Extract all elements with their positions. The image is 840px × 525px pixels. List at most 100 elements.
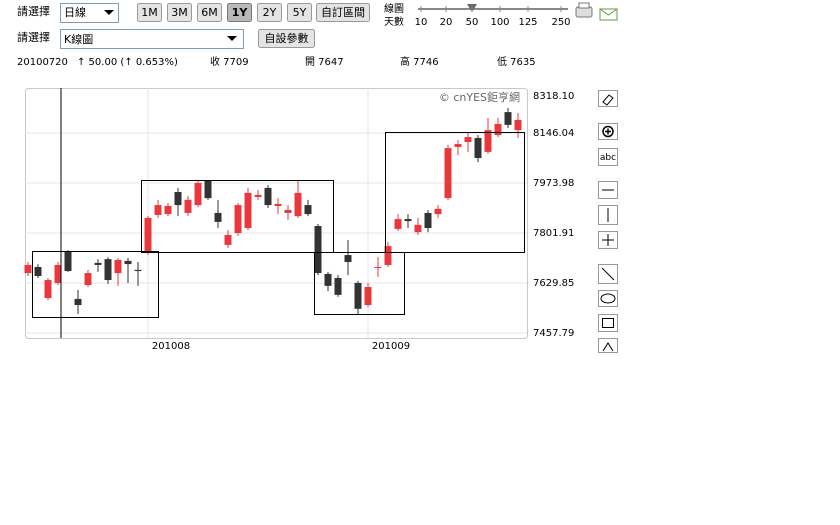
slider-label: 天數 [384, 15, 404, 28]
candle-body [284, 210, 292, 213]
button[interactable] [316, 3, 370, 22]
cross-tool[interactable] [598, 231, 618, 249]
watermark: © cnYES鉅亨網 [439, 90, 520, 104]
slider-ticks: 10 20 50 100 125 250 [415, 6, 571, 28]
range-button[interactable]: 3M [167, 3, 192, 22]
y-tick-label: 7457.79 [533, 328, 574, 339]
y-tick-label: 7629.85 [533, 278, 574, 289]
chart [24, 88, 527, 338]
rect-tool[interactable] [598, 314, 618, 332]
select-arrow [104, 10, 114, 15]
chart-type-select[interactable]: K線圖 [60, 29, 244, 49]
button[interactable] [227, 3, 252, 22]
candle-body [54, 264, 62, 283]
candle-body [394, 219, 402, 229]
candle-body [134, 269, 142, 272]
candle-body [44, 280, 52, 299]
slider-tick-label: 100 [490, 17, 509, 28]
candle-body [304, 205, 312, 215]
candle-body [374, 266, 382, 268]
candle-body [154, 205, 162, 215]
candle-body [294, 192, 302, 217]
button[interactable] [197, 3, 222, 22]
select-value: K線圖 [64, 32, 93, 46]
drawn-boxes [32, 132, 525, 318]
eraser-tool[interactable] [598, 90, 618, 107]
candle-body [264, 187, 272, 206]
candle-body [84, 273, 92, 285]
range-button[interactable]: 1Y [227, 3, 252, 22]
button[interactable] [287, 3, 312, 22]
candle-body [464, 137, 472, 143]
text-tool[interactable]: abc [598, 148, 618, 166]
period-select[interactable]: 日線 [60, 3, 119, 23]
candle-body [404, 219, 412, 222]
drawn-box [314, 252, 405, 315]
candle-body [314, 226, 322, 274]
range-button[interactable]: 5Y [287, 3, 312, 22]
days-slider[interactable] [418, 4, 568, 12]
candle-body [184, 199, 192, 213]
triangle-tool[interactable] [598, 338, 618, 353]
hline-tool[interactable] [598, 181, 618, 199]
button-text: 1M [141, 6, 158, 19]
candle-body [454, 144, 462, 147]
candle-body [64, 250, 72, 272]
candle-body [34, 266, 42, 276]
slider-tick-label: 50 [466, 17, 479, 28]
button-text: 1Y [232, 6, 249, 19]
tool-panel: abc [598, 90, 618, 353]
candle-body [24, 264, 32, 274]
candle-body [494, 124, 502, 136]
quote-open: 開 7647 [305, 56, 344, 68]
quote-date: 20100720 [17, 57, 68, 68]
candle-body [254, 194, 262, 197]
candle-body [444, 148, 452, 199]
param-button[interactable]: 自設參數 [258, 29, 315, 48]
x-tick-label: 201009 [372, 341, 410, 352]
button[interactable] [257, 3, 282, 22]
vline-tool[interactable] [598, 205, 618, 225]
quote-high: 高 7746 [400, 55, 439, 68]
candle-body [94, 262, 102, 265]
button-text: 自設參數 [265, 31, 309, 45]
candle-body [364, 287, 372, 306]
candle-body [224, 235, 232, 245]
candle-body [174, 192, 182, 206]
select-box[interactable] [60, 29, 244, 49]
range-button[interactable]: 1M [137, 3, 162, 22]
range-buttons: 1M 3M 6M 1Y 2Y 5Y 自訂區間 [137, 3, 370, 22]
candle-body [74, 298, 82, 306]
zoom-tool[interactable] [598, 123, 618, 140]
candle-body [504, 112, 512, 125]
range-button[interactable]: 自訂區間 [316, 3, 370, 22]
button[interactable] [167, 3, 192, 22]
candle-body [484, 130, 492, 152]
button-text: 3M [171, 6, 188, 19]
button[interactable] [137, 3, 162, 22]
range-button[interactable]: 6M [197, 3, 222, 22]
button[interactable] [258, 29, 315, 48]
slider-tick-label: 125 [518, 17, 537, 28]
button-text: 2Y [263, 6, 277, 19]
chart-type-label: 請選擇 [17, 30, 50, 44]
quote-change: ↑ 50.00 (↑ 0.653%) [77, 57, 178, 68]
print-icon[interactable] [575, 2, 593, 18]
mail-icon[interactable] [599, 8, 618, 21]
candle-body [354, 282, 362, 309]
candle-body [414, 224, 422, 233]
ellipse-tool[interactable] [598, 290, 618, 307]
candle-body [434, 208, 442, 215]
quote-close: 收 7709 [210, 55, 249, 68]
range-button[interactable]: 2Y [257, 3, 282, 22]
trend-tool[interactable] [598, 264, 618, 284]
candle-body [274, 203, 282, 206]
candle-body [424, 212, 432, 229]
select-box[interactable] [60, 3, 119, 23]
candle-body [124, 260, 132, 265]
candle-body [334, 278, 342, 295]
candle-body [344, 255, 352, 263]
candle-body [234, 205, 242, 233]
slider-tick-label: 250 [551, 17, 570, 28]
